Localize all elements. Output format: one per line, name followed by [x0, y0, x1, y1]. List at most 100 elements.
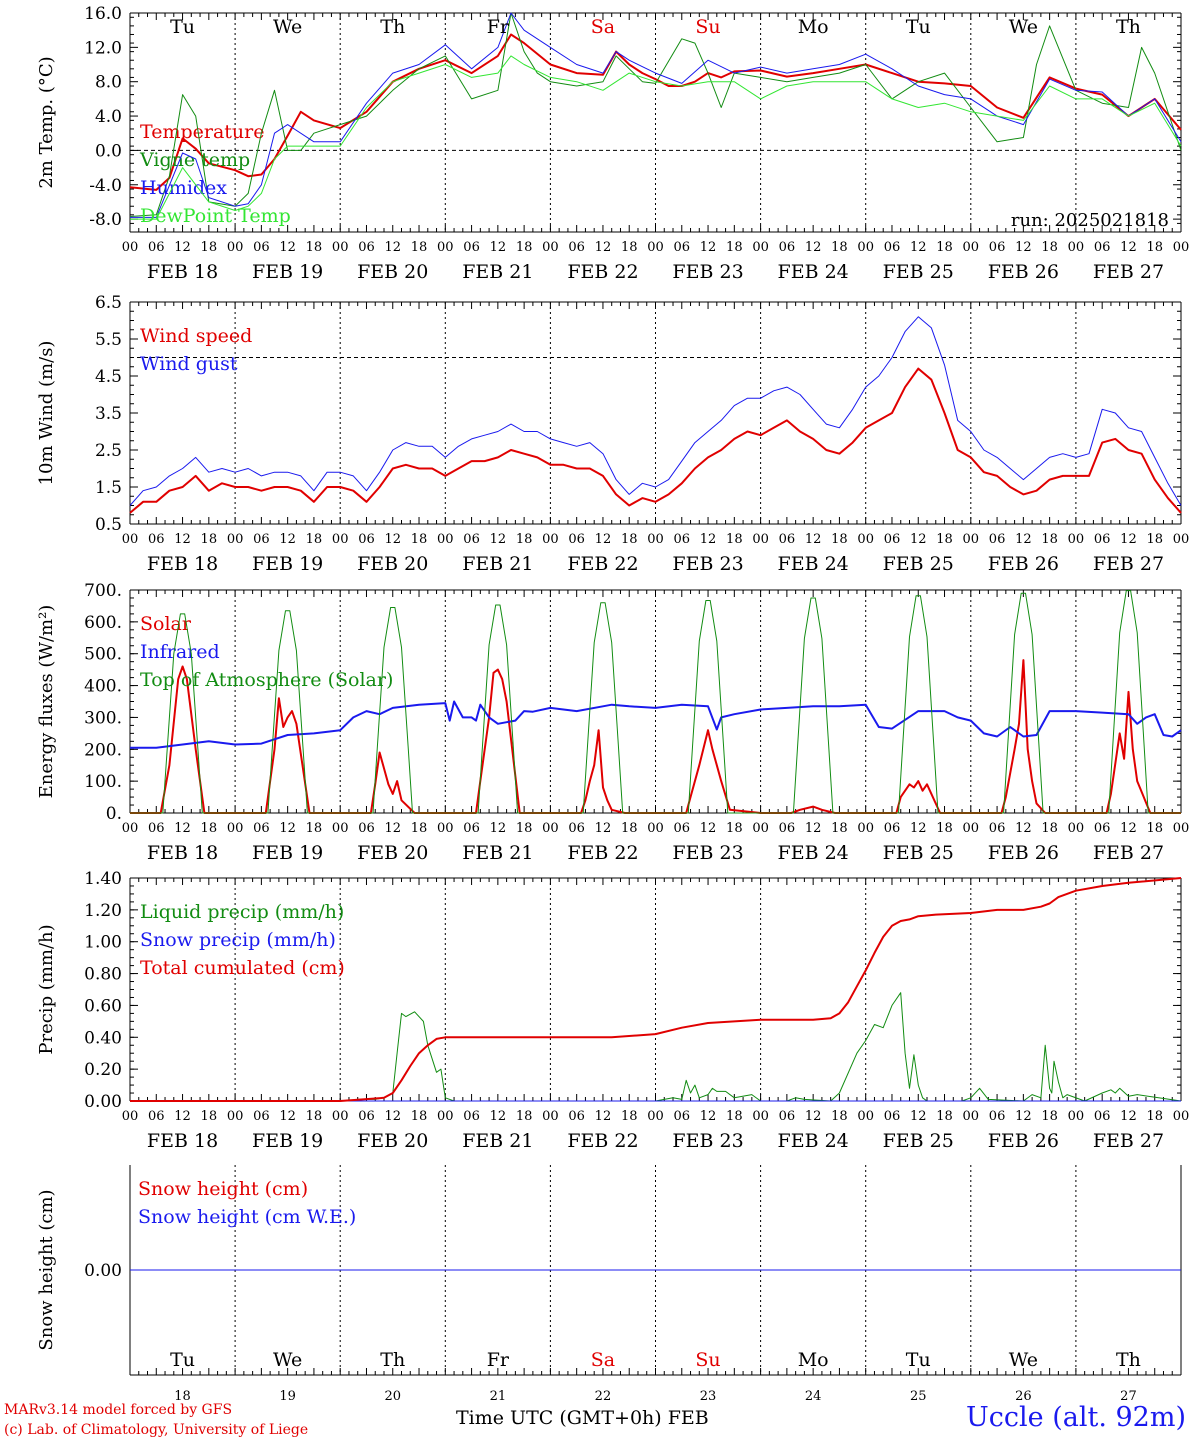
hour-tick-label: 00: [437, 821, 454, 836]
time-axis-label: Time UTC (GMT+0h) FEB: [456, 1407, 709, 1429]
hour-tick-label: 12: [595, 240, 612, 255]
hour-tick-label: 12: [805, 240, 822, 255]
hour-tick-label: 18: [516, 821, 533, 836]
date-label: FEB 25: [883, 1130, 954, 1152]
hour-tick-label: 12: [700, 821, 717, 836]
hour-tick-label: 12: [805, 532, 822, 547]
weekday-label: Th: [380, 16, 405, 38]
hour-tick-label: 18: [831, 1109, 848, 1124]
hour-tick-label: 00: [122, 1109, 139, 1124]
hour-tick-label: 00: [647, 821, 664, 836]
hour-tick-label: 12: [805, 821, 822, 836]
day-number-label: 24: [805, 1389, 822, 1404]
hour-tick-label: 06: [674, 821, 691, 836]
date-label: FEB 23: [672, 553, 743, 575]
hour-tick-label: 12: [279, 821, 296, 836]
date-label: FEB 19: [252, 261, 323, 283]
y-axis-title: 2m Temp. (°C): [36, 56, 57, 188]
hour-tick-label: 06: [463, 821, 480, 836]
hour-tick-label: 18: [1146, 821, 1163, 836]
hour-tick-label: 12: [384, 1109, 401, 1124]
legend-entry: Snow height (cm W.E.): [138, 1206, 356, 1228]
hour-tick-label: 12: [595, 532, 612, 547]
hour-tick-label: 06: [779, 240, 796, 255]
hour-tick-label: 18: [411, 532, 428, 547]
hour-tick-label: 06: [989, 532, 1006, 547]
hour-tick-label: 06: [148, 821, 165, 836]
date-label: FEB 20: [357, 1130, 428, 1152]
hour-tick-label: 12: [384, 240, 401, 255]
hour-tick-label: 00: [1173, 240, 1190, 255]
hour-tick-label: 00: [542, 821, 559, 836]
hour-tick-label: 00: [437, 1109, 454, 1124]
hour-tick-label: 00: [437, 240, 454, 255]
station-label: Uccle (alt. 92m): [966, 1402, 1186, 1433]
hour-tick-label: 00: [227, 821, 244, 836]
date-label: FEB 26: [988, 1130, 1059, 1152]
hour-tick-label: 12: [1120, 532, 1137, 547]
hour-tick-label: 12: [174, 240, 191, 255]
hour-tick-label: 00: [857, 1109, 874, 1124]
hour-tick-label: 18: [726, 240, 743, 255]
hour-tick-label: 00: [752, 1109, 769, 1124]
weekday-label: Th: [1116, 1349, 1141, 1371]
hour-tick-label: 00: [963, 821, 980, 836]
day-number-label: 18: [174, 1389, 191, 1404]
date-label: FEB 22: [567, 261, 638, 283]
hour-tick-label: 00: [332, 240, 349, 255]
precip-panel: 1.40 1.20 1.00 0.80 0.60 0.40 0.20 0.00 Precip (…: [36, 869, 1189, 1152]
legend-entry: Top of Atmosphere (Solar): [140, 669, 393, 691]
hour-tick-label: 18: [306, 240, 323, 255]
temperature-panel: 16.0 12.0 8.0 4.0 0.0 -4.0 -8.0 2m Temp. (°C) Te…: [36, 4, 1189, 283]
day-number-label: 19: [279, 1389, 296, 1404]
weekday-label: Tu: [906, 16, 931, 38]
weekday-label: Tu: [170, 16, 195, 38]
hour-tick-label: 06: [358, 240, 375, 255]
hour-tick-label: 06: [148, 1109, 165, 1124]
legend-entry: Vigne temp: [139, 149, 250, 171]
y-tick-label: 16.0: [84, 4, 122, 24]
hour-tick-label: 12: [1015, 532, 1032, 547]
date-label: FEB 21: [462, 842, 533, 864]
hour-tick-label: 18: [201, 240, 218, 255]
hour-tick-label: 18: [726, 532, 743, 547]
y-tick-label: 3.5: [95, 404, 122, 424]
legend-entry: Liquid precip (mm/h): [140, 901, 344, 923]
hour-tick-label: 12: [279, 240, 296, 255]
legend-entry: Temperature: [140, 121, 264, 143]
series-line-total-cumulated-cm: [130, 877, 1182, 1102]
hour-tick-label: 18: [201, 532, 218, 547]
weekday-label: Fr: [487, 1349, 510, 1371]
y-tick-label: 600.: [84, 613, 122, 633]
weekday-label: Sa: [591, 16, 615, 38]
hour-tick-label: 00: [647, 532, 664, 547]
hour-tick-label: 06: [674, 532, 691, 547]
legend-entry: DewPoint Temp: [140, 205, 291, 227]
y-tick-label: 4.0: [95, 107, 122, 127]
hour-tick-label: 06: [779, 1109, 796, 1124]
y-tick-label: 1.5: [95, 478, 122, 498]
hour-tick-label: 00: [857, 532, 874, 547]
hour-tick-label: 12: [490, 1109, 507, 1124]
hour-tick-label: 18: [1146, 240, 1163, 255]
y-tick-label: 0.40: [84, 1028, 122, 1048]
hour-tick-label: 18: [1041, 821, 1058, 836]
hour-tick-label: 06: [884, 1109, 901, 1124]
hour-tick-label: 06: [358, 821, 375, 836]
day-number-label: 21: [490, 1389, 507, 1404]
date-label: FEB 20: [357, 553, 428, 575]
hour-tick-label: 06: [674, 240, 691, 255]
hour-tick-label: 00: [332, 532, 349, 547]
footer-credits: MARv3.14 model forced by GFS (c) Lab. of…: [4, 1400, 308, 1440]
hour-tick-label: 18: [726, 821, 743, 836]
legend-entry: Wind speed: [140, 325, 252, 347]
date-label: FEB 26: [988, 553, 1059, 575]
weekday-label: Mo: [798, 16, 829, 38]
y-tick-label: 0.00: [84, 1092, 122, 1112]
hour-tick-label: 06: [989, 821, 1006, 836]
y-tick-label: 0.80: [84, 965, 122, 985]
hour-tick-label: 06: [463, 532, 480, 547]
date-label: FEB 20: [357, 842, 428, 864]
series-line-vigne-temp: [129, 12, 1182, 217]
hour-tick-label: 18: [621, 532, 638, 547]
